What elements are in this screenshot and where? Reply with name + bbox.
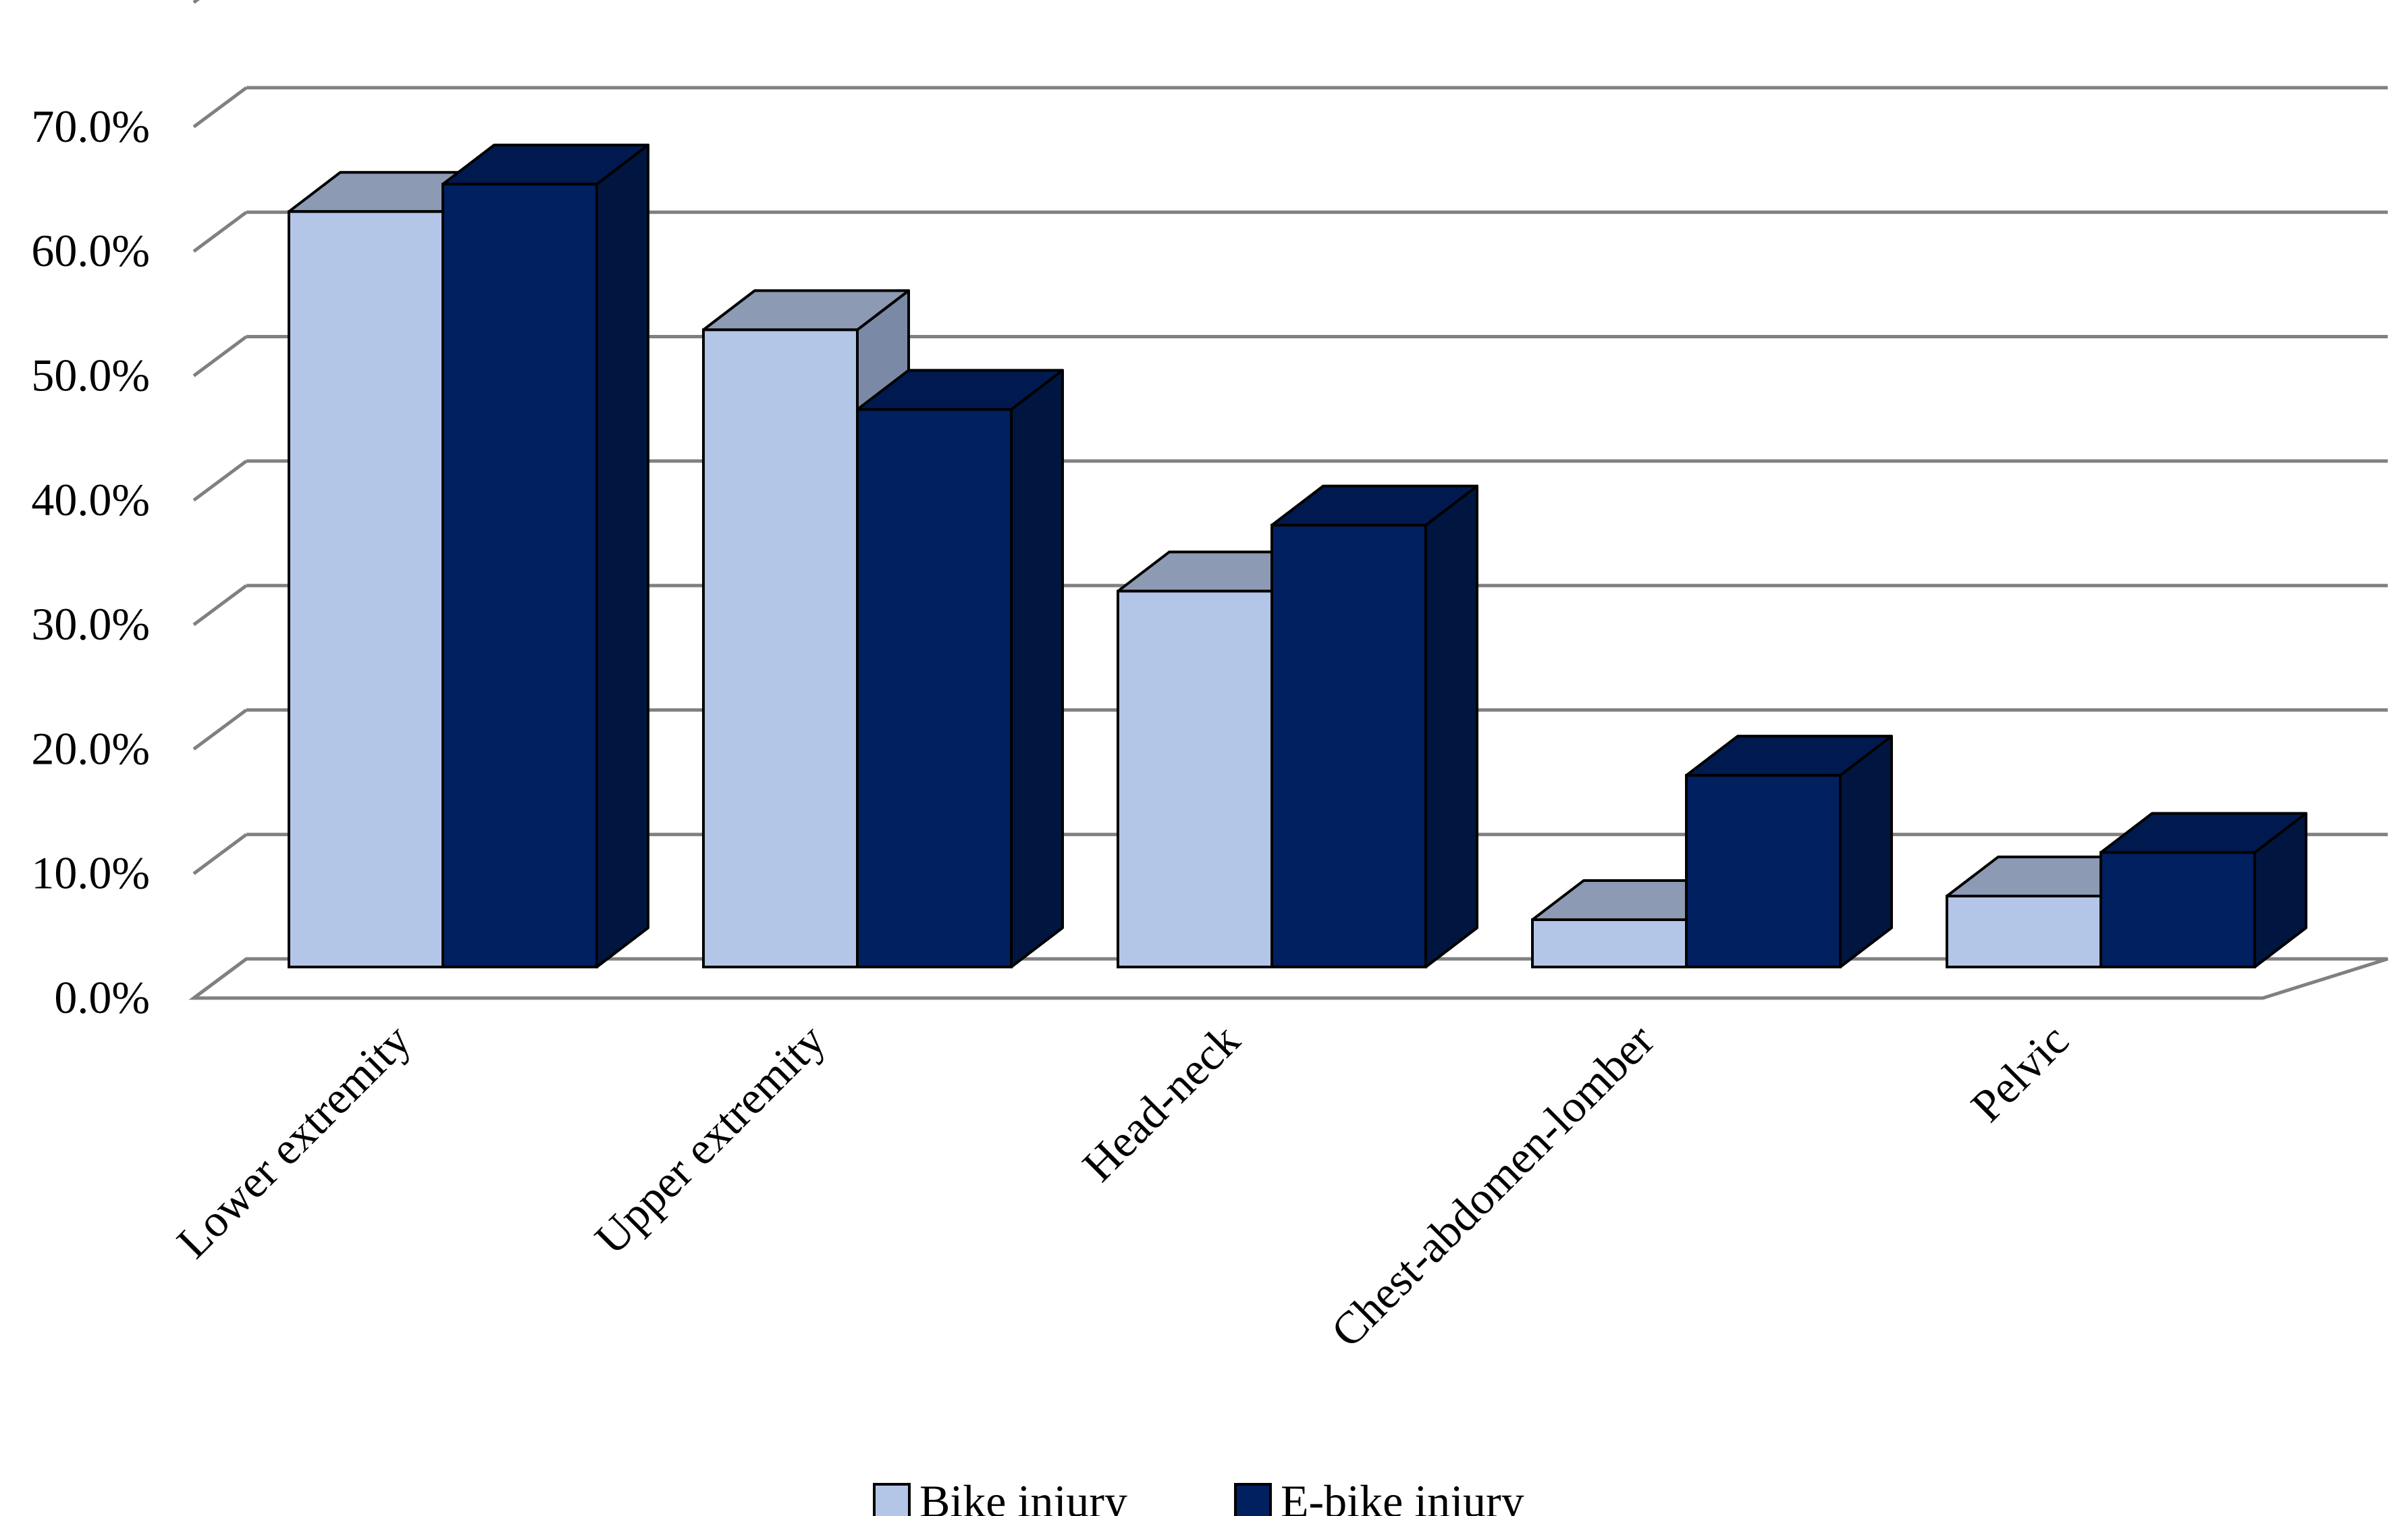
- bar-side: [595, 143, 649, 968]
- side-wall-gridline: [192, 833, 248, 875]
- legend-label: Bike injury: [919, 1475, 1127, 1516]
- legend-swatch: [873, 1483, 911, 1516]
- x-tick-label: Lower extremity: [167, 1014, 421, 1268]
- bar-side: [1424, 484, 1478, 968]
- bar-front: [1531, 918, 1688, 968]
- bar-front: [1685, 774, 1842, 968]
- legend: Bike injury E-bike injury: [873, 1475, 1524, 1516]
- side-wall-gridline: [192, 211, 248, 253]
- bar-front: [2099, 851, 2256, 968]
- y-tick-label: 20.0%: [31, 723, 150, 774]
- y-tick-label: 50.0%: [31, 350, 150, 401]
- x-tick-label: Upper extremity: [585, 1014, 834, 1264]
- y-tick-label: 10.0%: [31, 847, 150, 899]
- chart-floor: [188, 957, 2388, 1000]
- legend-item-e-bike-injury: E-bike injury: [1234, 1475, 1524, 1516]
- bar-e-bike-injury-upper-extremity: [856, 369, 1064, 968]
- bar-e-bike-injury-chest-abdomen-lomber: [1685, 735, 1893, 968]
- legend-item-bike-injury: Bike injury: [873, 1475, 1127, 1516]
- bar-side: [1010, 369, 1064, 968]
- bar-front: [1270, 523, 1427, 968]
- chart-bars: [288, 143, 2307, 969]
- legend-swatch: [1234, 1483, 1272, 1516]
- y-tick-label: 0.0%: [54, 972, 150, 1023]
- y-tick-label: 30.0%: [31, 598, 150, 650]
- legend-label: E-bike injury: [1281, 1475, 1524, 1516]
- bar-e-bike-injury-head-neck: [1270, 484, 1478, 968]
- y-tick-label: 40.0%: [31, 474, 150, 525]
- bar-front: [1946, 894, 2102, 968]
- bar-front: [288, 210, 444, 969]
- x-axis-tick-labels: Lower extremity Upper extremity Head-neck C…: [167, 1014, 2079, 1357]
- bar-front: [702, 328, 859, 969]
- y-tick-label: 70.0%: [31, 101, 150, 152]
- side-wall-gridline: [192, 86, 248, 128]
- side-wall-gridline: [192, 708, 248, 751]
- y-tick-label: 60.0%: [31, 225, 150, 276]
- side-wall-gridline: [192, 584, 248, 627]
- x-tick-label: Pelvic: [1961, 1014, 2079, 1132]
- x-tick-label: Head-neck: [1073, 1014, 1250, 1191]
- side-wall-gridline: [192, 335, 248, 377]
- bar-front: [1117, 590, 1273, 968]
- bar-front: [856, 408, 1013, 968]
- bar-front: [442, 182, 598, 968]
- bar-e-bike-injury-lower-extremity: [442, 143, 649, 968]
- y-axis-tick-labels: 0.0% 10.0% 20.0% 30.0% 40.0% 50.0% 60.0% 70.0%: [31, 101, 150, 1023]
- side-wall-gridline: [192, 459, 248, 502]
- side-wall-gridline: [192, 0, 200, 4]
- x-tick-label: Chest-abdomen-lomber: [1321, 1014, 1664, 1357]
- bar-e-bike-injury-pelvic: [2099, 812, 2307, 968]
